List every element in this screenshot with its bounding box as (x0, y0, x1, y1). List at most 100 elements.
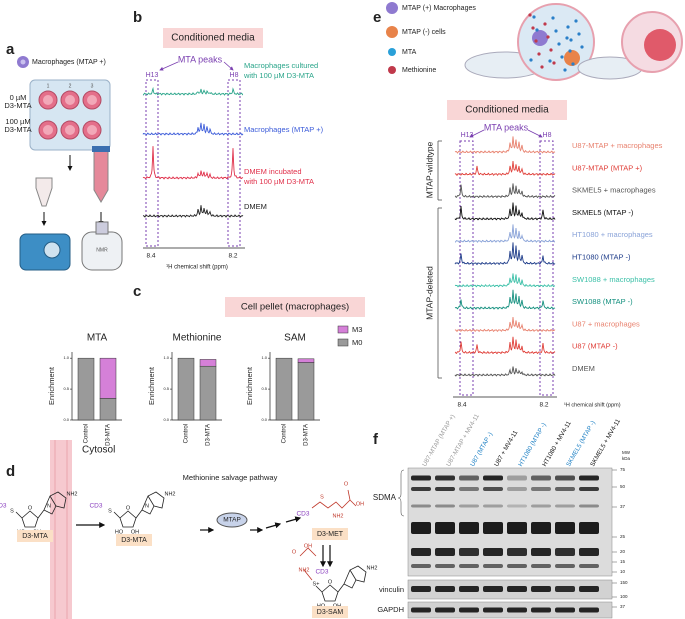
molecule-name: D3-MTA (121, 537, 147, 544)
mw-tick-label: 10 (620, 569, 626, 574)
molecule-dot (529, 58, 533, 62)
blot-band (459, 475, 479, 481)
blot-band (579, 586, 599, 592)
legend-icon (386, 2, 398, 14)
nmr-spectrum (142, 122, 244, 136)
atom-label: CD3 (315, 569, 328, 576)
line (159, 61, 179, 71)
blot-band (411, 607, 431, 613)
peak-label: H8 (543, 132, 552, 139)
blot-band (579, 564, 599, 568)
chart-title: MTA (87, 333, 108, 344)
blot-band (531, 522, 551, 534)
cell (532, 30, 548, 46)
blot-band (555, 586, 575, 592)
macrophage-nucleus (20, 59, 26, 65)
group-label: MTAP-deleted (424, 266, 434, 320)
panel-label: b (133, 9, 142, 26)
trace-label: SW1088 (MTAP -) (572, 297, 633, 306)
legend-label: MTAP (-) cells (402, 29, 446, 36)
legend-swatch (337, 325, 349, 334)
well-cells (43, 125, 53, 135)
well-cells (87, 95, 97, 105)
x-tick-label: Control (282, 424, 288, 443)
label: 0 µM (10, 93, 27, 102)
trace-label: SKMEL5 (MTAP -) (572, 208, 634, 217)
legend-icon (388, 66, 396, 74)
molecule-dot (574, 19, 578, 23)
blot-band (531, 586, 551, 592)
blot-band (531, 564, 551, 568)
peak-box (539, 140, 554, 396)
peaks-title: MTA peaks (484, 122, 529, 132)
blot-band (435, 564, 455, 568)
molecule-dot (549, 48, 553, 52)
legend-swatch (337, 338, 349, 347)
trace-label: Macrophages (MTAP +) (244, 125, 324, 134)
x-tick-label: 8.4 (146, 253, 155, 260)
panel-label: f (373, 431, 379, 448)
blot-band (507, 522, 527, 534)
atom-label: NH2 (332, 513, 343, 519)
molecule-name: D3-MTA (22, 533, 48, 540)
blot-band (483, 487, 503, 491)
atom-label: S+ (313, 581, 320, 587)
trace-label: DMEM (572, 364, 595, 373)
name-box (312, 528, 348, 540)
name-box (116, 534, 152, 546)
atom-label: O (328, 579, 333, 585)
blot-band (459, 504, 479, 508)
y-tick-label: 0.0 (63, 417, 69, 422)
bar-segment (99, 398, 117, 421)
column-label: U87 + MV4-11 (493, 429, 519, 468)
legend-label: Methionine (402, 67, 436, 74)
blot-band (507, 487, 527, 491)
bar-segment (99, 357, 117, 399)
nmr-spectrum (454, 242, 556, 266)
blot-band (411, 504, 431, 508)
blot-band (459, 586, 479, 592)
label: D3-MTA (4, 125, 31, 134)
trace-label: DMEM incubated (244, 167, 302, 176)
well-cells (65, 125, 75, 135)
mw-label: MW (622, 450, 631, 455)
atom-label: N (145, 503, 149, 509)
molecule-dot (537, 52, 541, 56)
nmr-spectrum (454, 366, 556, 377)
line (469, 129, 485, 138)
peak-box (459, 140, 474, 396)
atom-label: O (344, 481, 349, 487)
membrane (50, 440, 72, 619)
mw-tick-label: 25 (620, 534, 626, 539)
panel-header: Conditioned media (171, 33, 255, 44)
x-tick-label: D3-MTA (206, 424, 212, 446)
blot-band (435, 504, 455, 508)
bar-segment (77, 357, 95, 421)
molecule-bonds (113, 491, 165, 528)
nmr-top (95, 221, 109, 235)
x-tick-label: Control (84, 424, 90, 443)
blot-band (579, 475, 599, 481)
bar-segment (297, 358, 315, 363)
trace-label: with 100 µM D3-MTA (243, 177, 314, 186)
atom-label: OH (304, 543, 312, 549)
blot-band (579, 487, 599, 491)
chart-title: SAM (284, 333, 306, 344)
trace-label: with 100 µM D3-MTA (243, 71, 314, 80)
cell (564, 50, 580, 66)
header-box (225, 297, 365, 317)
panel-label: a (6, 41, 15, 58)
axis-label: Enrichment (147, 366, 156, 405)
blot-band (483, 475, 503, 481)
blot-band (483, 548, 503, 556)
blot-band (483, 504, 503, 508)
molecule-dot (548, 59, 552, 63)
blot-band (555, 475, 575, 481)
blot-band (507, 475, 527, 481)
x-tick-label: D3-MTA (304, 424, 310, 446)
molecule-name: D3-MET (317, 531, 344, 538)
mw-tick-label: 75 (620, 467, 626, 472)
blot-band (435, 487, 455, 491)
y-tick-label: 0.0 (261, 417, 267, 422)
bar-segment (199, 365, 217, 421)
